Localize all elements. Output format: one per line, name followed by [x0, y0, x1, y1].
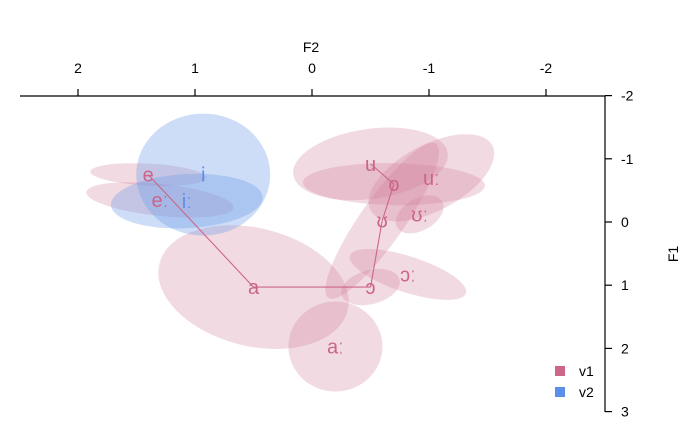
vowel-label-u-long: uː	[423, 168, 440, 190]
x-axis-ticks: 2 1 0 -1 -2	[74, 60, 552, 96]
connecting-lines	[147, 163, 395, 288]
x-tick-label: 1	[191, 60, 199, 76]
vowel-label-i-long: iː	[182, 191, 192, 213]
vowel-labels: e eː a aː ɔ ɔː ʊ ʊː ou uː iiː	[143, 154, 440, 359]
vowel-label-e-long: eː	[152, 190, 169, 212]
line-open-o-to-upsilon	[369, 220, 383, 288]
y-tick-label: 2	[621, 340, 629, 356]
vowel-label-open-o-long: ɔː	[400, 264, 416, 286]
y-tick-label: 0	[621, 214, 629, 230]
ellipse-e-long	[86, 182, 234, 218]
vowel-label-e: e	[143, 165, 154, 187]
x-tick-label: 0	[308, 60, 316, 76]
y-tick-label: 1	[621, 277, 629, 293]
line-e-to-a	[147, 174, 254, 288]
ellipse-a-long	[288, 301, 383, 392]
confidence-ellipses	[86, 113, 495, 392]
legend-swatch-v1	[555, 366, 565, 376]
y-tick-label: -2	[621, 88, 634, 104]
vowel-label-u: u	[365, 154, 376, 176]
vowel-label-i: i	[201, 165, 205, 187]
ellipse-u-long	[368, 134, 495, 222]
x-tick-label: 2	[74, 60, 82, 76]
legend-label-v2: v2	[579, 384, 594, 400]
y-axis-title: F1	[665, 246, 681, 263]
x-tick-label: -1	[423, 60, 436, 76]
y-axis: -2 -1 0 1 2 3 F1	[604, 88, 681, 420]
x-tick-label: -2	[540, 60, 553, 76]
legend-label-v1: v1	[579, 363, 594, 379]
x-axis: 2 1 0 -1 -2 F2	[20, 39, 605, 97]
vowel-label-upsilon: ʊ	[377, 211, 388, 233]
line-o-to-u	[370, 163, 395, 185]
legend-swatch-v2	[555, 387, 565, 397]
y-axis-ticks: -2 -1 0 1 2 3	[605, 88, 634, 420]
vowel-label-o: o	[388, 174, 399, 196]
ellipse-upsilon-long	[395, 195, 444, 234]
line-upsilon-to-o	[381, 183, 395, 221]
x-axis-title: F2	[303, 39, 320, 55]
vowel-label-a-long: aː	[327, 337, 344, 359]
ellipse-i-long	[110, 173, 263, 229]
ellipse-i	[136, 113, 271, 236]
vowel-label-open-o: ɔ	[366, 277, 376, 299]
vowel-label-upsilon-long: ʊː	[411, 204, 428, 226]
ellipse-open-o-long	[349, 248, 467, 300]
y-tick-label: -1	[621, 151, 634, 167]
y-tick-label: 3	[621, 404, 629, 420]
vowel-label-a: a	[248, 277, 260, 299]
